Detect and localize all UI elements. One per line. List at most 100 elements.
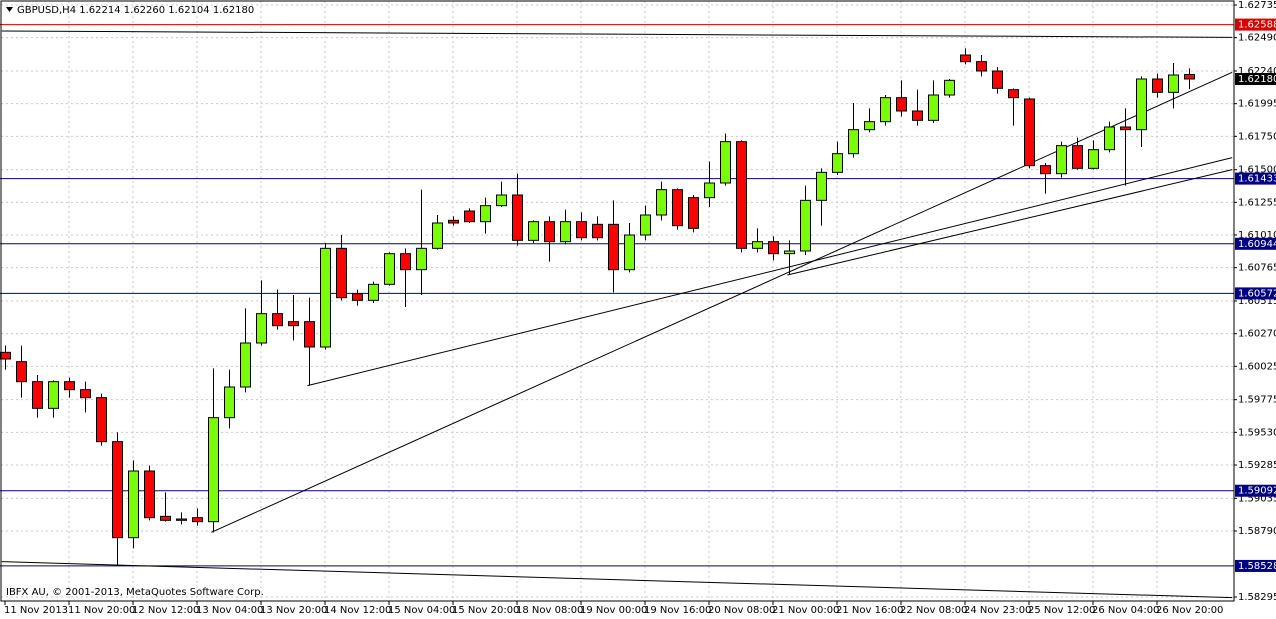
candle-body <box>1056 145 1067 175</box>
candle-body <box>544 221 555 243</box>
candle-body <box>336 247 347 299</box>
candle-body <box>144 470 155 519</box>
y-tick-label: 1.59775 <box>1238 395 1276 406</box>
level-label: 1.61433 <box>1238 174 1276 185</box>
y-tick-label: 1.59285 <box>1238 460 1276 471</box>
x-tick-label: 13 Nov 04:00 <box>196 605 263 616</box>
candle-body <box>928 94 939 121</box>
axes: 1.62735 1.62490 1.62240 1.61995 1.61750 1.615… <box>4 0 1276 616</box>
candle-body <box>32 381 43 409</box>
candle-body <box>704 182 715 199</box>
level-label: 1.62588 <box>1238 20 1276 31</box>
y-tick-label: 1.61500 <box>1238 165 1276 176</box>
x-tick-label: 20 Nov 08:00 <box>708 605 775 616</box>
x-tick-label: 26 Nov 20:00 <box>1156 605 1223 616</box>
candle-body <box>384 253 395 285</box>
x-tick-label: 15 Nov 04:00 <box>388 605 455 616</box>
level-box <box>1235 559 1276 572</box>
x-tick-label: 19 Nov 16:00 <box>644 605 711 616</box>
candle-body <box>800 199 811 252</box>
candle-body <box>320 247 331 348</box>
trendline <box>307 157 1233 387</box>
candle-body <box>784 250 795 255</box>
x-tick-label: 24 Nov 23:00 <box>964 605 1031 616</box>
candle-body <box>864 121 875 131</box>
y-tick-label: 1.62735 <box>1238 0 1276 11</box>
candle-body <box>816 171 827 201</box>
candle-body <box>512 194 523 241</box>
y-tick-label: 1.58790 <box>1238 526 1276 537</box>
level-box <box>1235 237 1276 250</box>
candle-body <box>720 141 731 184</box>
x-tick-label: 14 Nov 12:00 <box>324 605 391 616</box>
y-tick-label: 1.62490 <box>1238 33 1276 44</box>
candle-body <box>848 129 859 155</box>
y-tick-label: 1.60515 <box>1238 296 1276 307</box>
y-tick-label: 1.60270 <box>1238 329 1276 340</box>
candle-body <box>128 470 139 539</box>
y-tick-label: 1.62240 <box>1238 66 1276 77</box>
candle-body <box>640 214 651 236</box>
candle-body <box>464 210 475 223</box>
candle-body <box>240 342 251 388</box>
y-tick-label: 1.60025 <box>1238 361 1276 372</box>
x-tick-label: 21 Nov 00:00 <box>772 605 839 616</box>
candle-body <box>288 321 299 327</box>
candle-body <box>304 321 315 348</box>
candle-body <box>272 313 283 327</box>
candle-body <box>656 189 667 216</box>
y-tick-label: 1.60765 <box>1238 263 1276 274</box>
x-tick-label: 11 Nov 2013 <box>4 605 68 616</box>
y-tick-label: 1.61010 <box>1238 230 1276 241</box>
x-tick-label: 25 Nov 12:00 <box>1028 605 1095 616</box>
current-price-box <box>1235 73 1276 85</box>
candle-body <box>608 223 619 271</box>
candle-body <box>448 219 459 224</box>
candle-body <box>1168 74 1179 93</box>
candle-body <box>944 79 955 96</box>
trendline <box>1 561 1233 599</box>
candle-body <box>208 417 219 523</box>
candle-body <box>224 386 235 419</box>
y-tick-label: 1.61995 <box>1238 99 1276 110</box>
candle-body <box>896 97 907 112</box>
candle-body <box>528 221 539 241</box>
candle-body <box>416 247 427 271</box>
candle-body <box>16 361 27 383</box>
candle-body <box>576 221 587 239</box>
x-tick-label: 19 Nov 00:00 <box>580 605 647 616</box>
candle-body <box>736 141 747 249</box>
candle-body <box>192 517 203 523</box>
candle-body <box>1152 78 1163 93</box>
candle-body <box>976 61 987 72</box>
level-box <box>1235 18 1276 31</box>
candle-body <box>1088 149 1099 169</box>
candle-body <box>832 153 843 173</box>
level-box <box>1235 484 1276 497</box>
candle-body <box>1184 73 1195 80</box>
x-tick-label: 18 Nov 08:00 <box>516 605 583 616</box>
candle-body <box>96 397 107 443</box>
y-tick-label: 1.59530 <box>1238 427 1276 438</box>
candle-body <box>960 54 971 63</box>
y-tick-label: 1.59035 <box>1238 493 1276 504</box>
candle-body <box>80 389 91 399</box>
candle-body <box>160 515 171 521</box>
x-tick-label: 12 Nov 12:00 <box>132 605 199 616</box>
x-tick-label: 11 Nov 20:00 <box>68 605 135 616</box>
candle-body <box>752 241 763 249</box>
candle-body <box>560 221 571 243</box>
y-tick-label: 1.61255 <box>1238 197 1276 208</box>
x-tick-label: 26 Nov 04:00 <box>1092 605 1159 616</box>
candle-body <box>256 313 267 344</box>
candle-body <box>432 222 443 249</box>
level-label: 1.58528 <box>1238 561 1276 572</box>
candle-body <box>352 293 363 301</box>
x-tick-label: 15 Nov 20:00 <box>452 605 519 616</box>
current-price-label: 1.62180 <box>1238 74 1276 85</box>
menu-arrow[interactable] <box>6 7 13 12</box>
x-tick-label: 13 Nov 20:00 <box>260 605 327 616</box>
level-label: 1.59092 <box>1238 486 1276 497</box>
trendline <box>1 30 1233 38</box>
